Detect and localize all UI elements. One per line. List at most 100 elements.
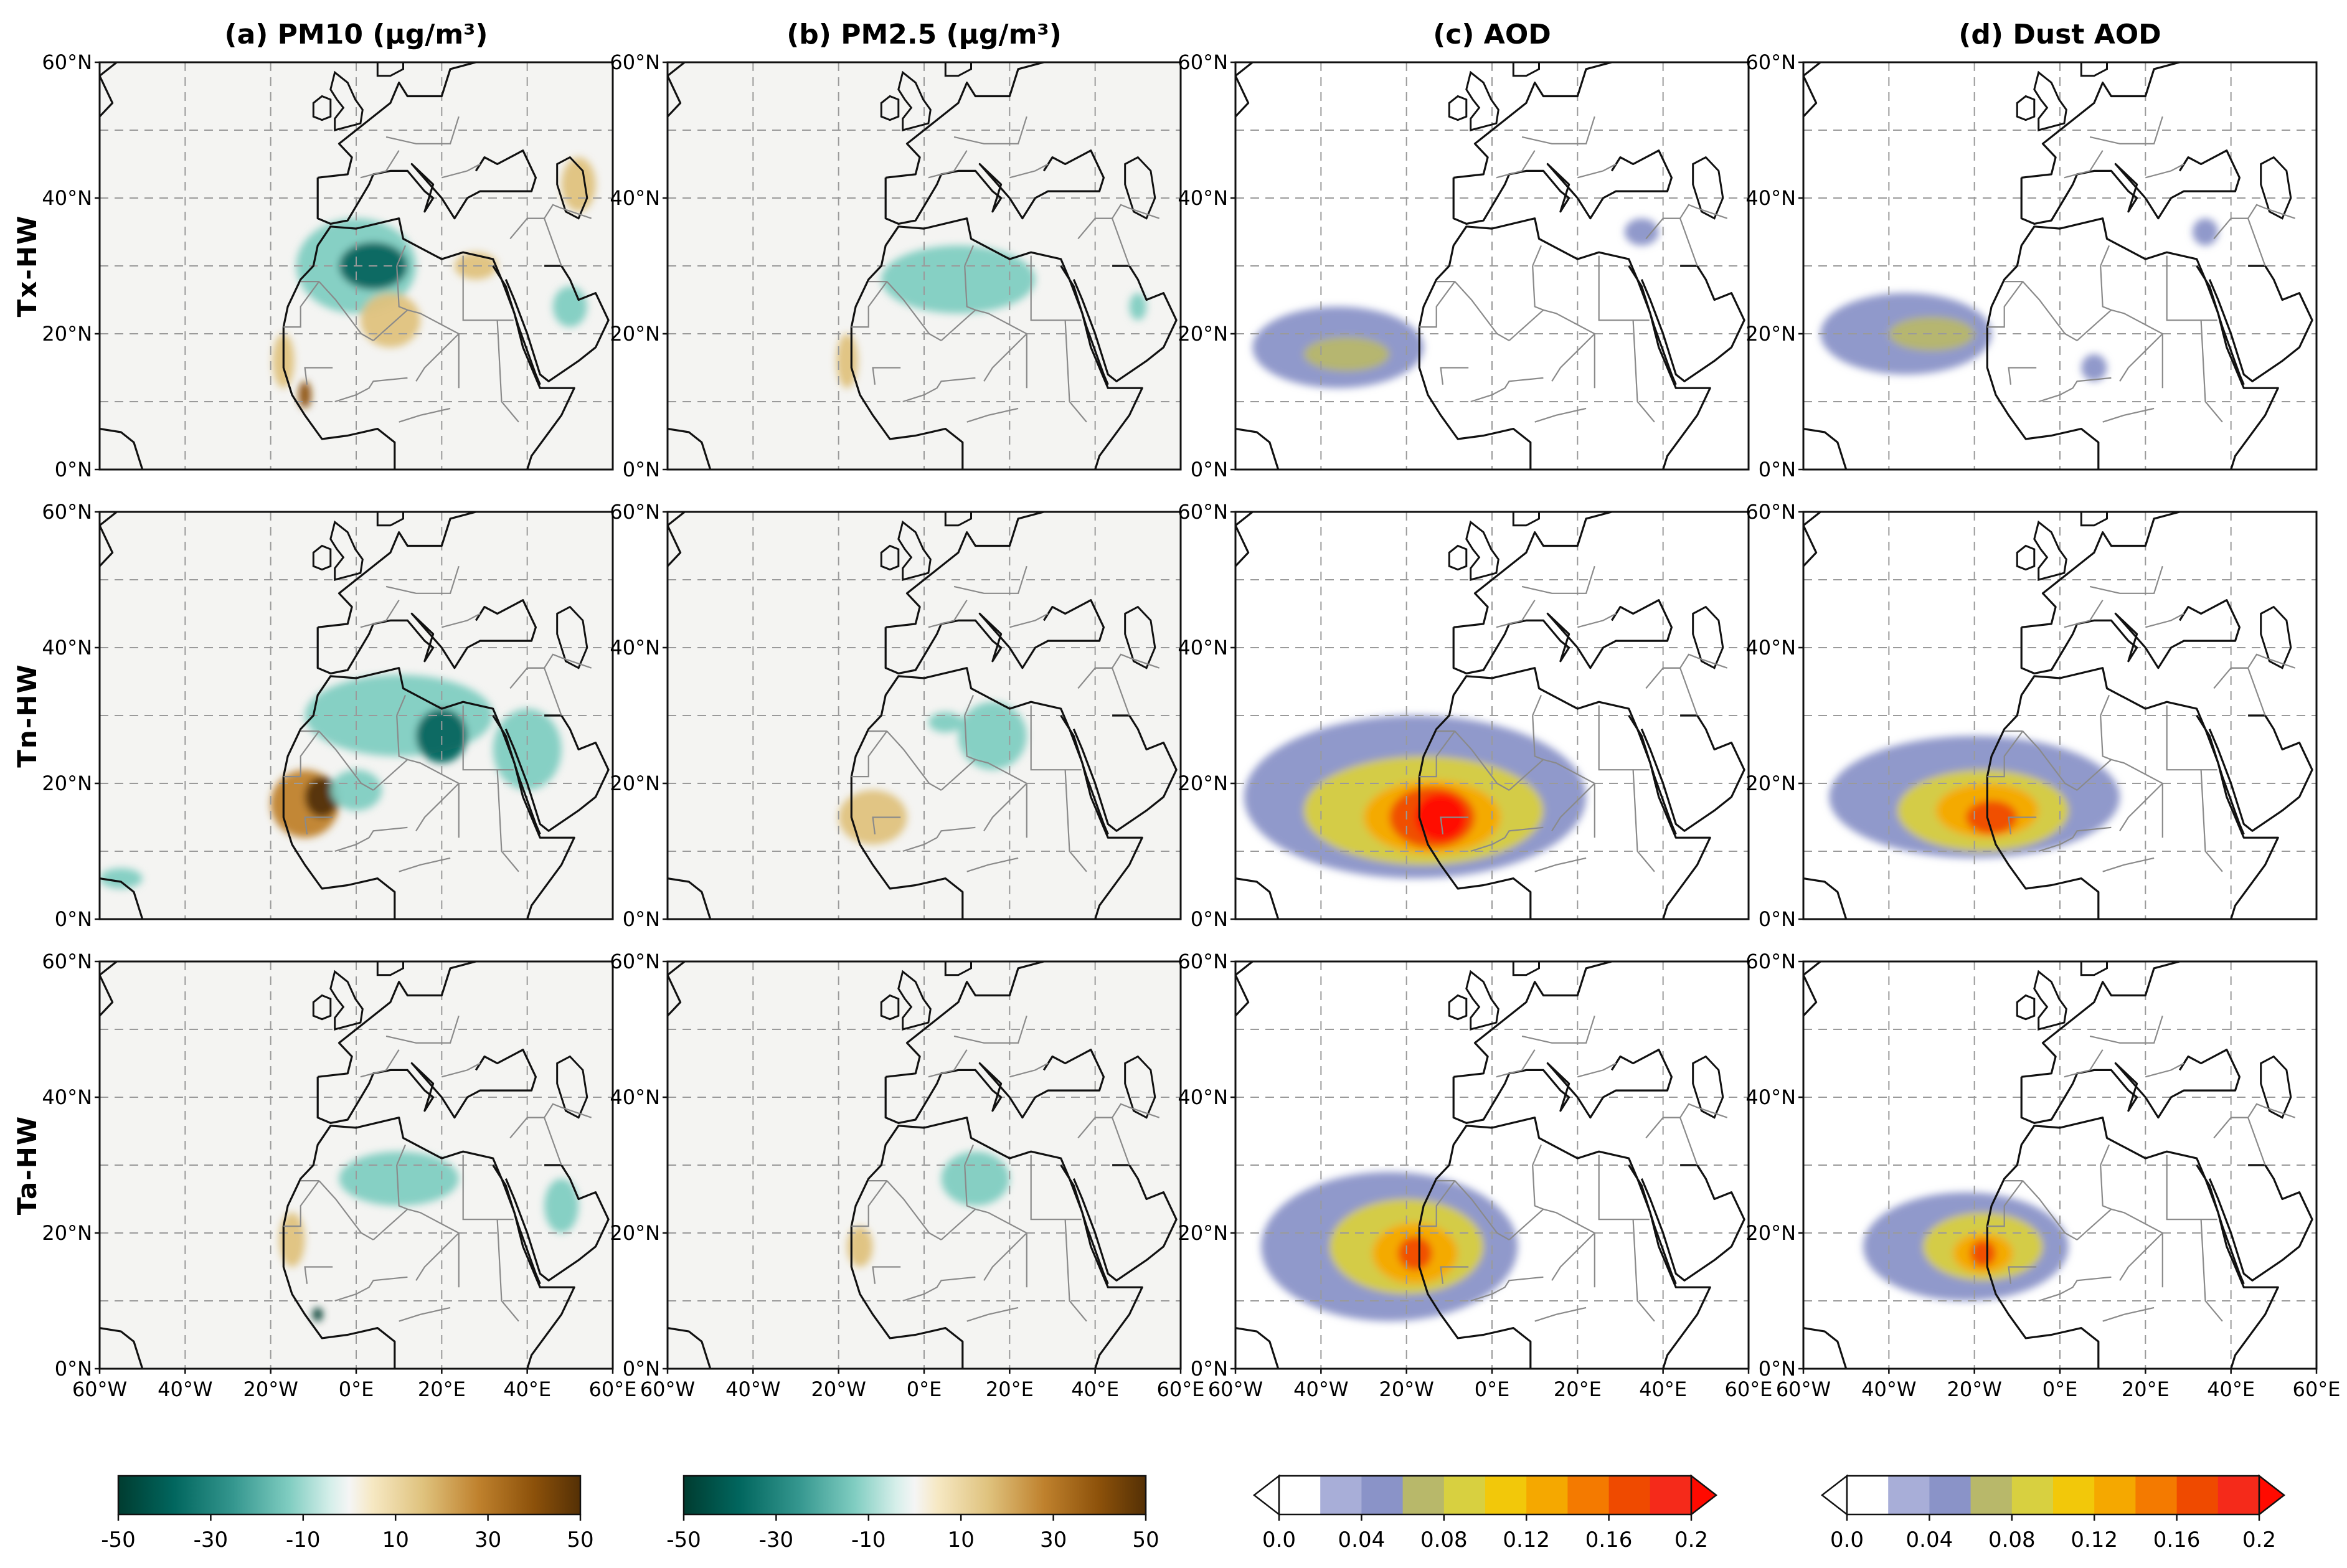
colorbar-0: -50 -30 -10 10 30 50 [101, 1475, 594, 1552]
country-border [1551, 333, 1595, 382]
coastline [2020, 149, 2241, 225]
country-border [1663, 1103, 1728, 1118]
country-border [851, 281, 888, 328]
lat-tick-label: 20°N [1745, 1221, 1796, 1245]
country-border [2200, 1219, 2223, 1322]
country-border [1470, 826, 1544, 852]
country-border [2008, 367, 2037, 385]
colorbar-extend-high [2258, 1474, 2286, 1516]
data-contour-2 [2192, 218, 2219, 246]
coastline [282, 777, 396, 919]
map-panel-0-0: 60°N 40°N 20°N 0°N [42, 50, 614, 481]
coastline [376, 62, 404, 77]
coastline [897, 520, 932, 581]
country-border [2100, 1144, 2110, 1166]
country-border [415, 1232, 460, 1281]
coastline [885, 961, 1044, 1078]
country-border [1663, 204, 1728, 219]
colorbar-3: 0.0 0.04 0.08 0.12 0.16 0.2 [1820, 1474, 2286, 1552]
country-border [1577, 613, 1617, 628]
coastline [1453, 62, 1612, 179]
colorbar-tick-label: -10 [286, 1528, 321, 1552]
country-border [385, 1015, 460, 1044]
country-border [1521, 565, 1595, 594]
colorbar-bin [2094, 1476, 2136, 1514]
country-border [2200, 320, 2223, 423]
coastline [316, 149, 537, 225]
colorbar-tick-label: -10 [851, 1528, 886, 1552]
country-border [940, 758, 1027, 838]
country-border [334, 826, 408, 852]
country-border [902, 377, 976, 403]
country-border [1440, 367, 1469, 385]
lat-tick-label: 40°N [1745, 636, 1796, 659]
lat-tick-label: 20°N [42, 322, 92, 346]
coastline [1418, 1117, 1711, 1369]
coastline [282, 327, 396, 470]
lon-tick-label: 40°W [725, 1377, 780, 1401]
country-border [886, 1180, 942, 1240]
map-panel-0-1: 60°N 40°N 20°N 0°N [42, 500, 614, 931]
coastline [1418, 777, 1532, 919]
country-border [1532, 694, 1542, 716]
country-border [1532, 715, 1544, 760]
lat-tick-label: 0°N [623, 458, 660, 481]
data-contour-2 [493, 709, 562, 790]
coastline [1235, 512, 1254, 567]
coastline [1124, 1055, 1156, 1119]
country-border [886, 281, 942, 341]
coastline [1453, 961, 1612, 1078]
coastline [884, 1049, 1105, 1124]
colorbar-bin [1361, 1476, 1404, 1514]
country-border [1064, 770, 1087, 872]
country-border [953, 1015, 1027, 1044]
coastline [1235, 961, 1254, 1017]
country-border [928, 1049, 968, 1078]
coastline [880, 994, 900, 1021]
country-border [2231, 204, 2296, 219]
coastline [1124, 156, 1156, 220]
country-border [1496, 1049, 1536, 1078]
country-border [442, 613, 481, 628]
country-border [527, 653, 592, 669]
coastline [492, 1164, 541, 1285]
country-border [928, 150, 968, 179]
coastline [492, 715, 541, 835]
coastline [2208, 265, 2313, 382]
coastline [897, 970, 932, 1031]
coastline [556, 605, 588, 669]
coastline [1072, 1164, 1178, 1282]
coastline [1072, 265, 1178, 382]
data-contour-7 [552, 286, 587, 328]
country-border [496, 1219, 519, 1322]
map-panel-0-2: 60°N 40°N 20°N 0°N60°W 40°W 20°W 0°E 20°E 40°E 60… [42, 950, 636, 1401]
country-border [1454, 1180, 1510, 1240]
col-title-0: (a) PM10 (μg/m³) [224, 19, 488, 50]
lat-tick-label: 0°N [623, 1357, 660, 1381]
country-border [1534, 1306, 1587, 1322]
panel-frame [98, 511, 614, 920]
coastline [885, 62, 1044, 179]
country-border [2119, 333, 2163, 382]
colorbar-tick-label: 50 [567, 1528, 593, 1552]
coastline [1628, 715, 1677, 835]
country-border [1632, 770, 1655, 872]
colorbar-bin [1526, 1476, 1568, 1514]
country-border [1030, 705, 1082, 771]
lat-tick-label: 60°N [42, 50, 92, 74]
coastline [1235, 62, 1254, 118]
lon-tick-label: 0°E [2042, 1377, 2078, 1401]
country-border [1470, 377, 1544, 403]
country-border [2089, 116, 2163, 144]
coastline [1803, 877, 1848, 919]
country-border [2064, 150, 2104, 179]
data-contour-4 [298, 381, 311, 409]
map-panel-2-0: 60°N 40°N 20°N 0°N [1178, 50, 1750, 481]
coastline [1453, 512, 1612, 628]
map-panel-3-0: 60°N 40°N 20°N 0°N [1745, 50, 2318, 481]
country-border [2038, 1276, 2112, 1302]
coastline [100, 512, 118, 567]
country-border [318, 730, 374, 791]
country-border [1030, 255, 1082, 321]
data-contour-2 [360, 293, 420, 347]
